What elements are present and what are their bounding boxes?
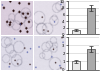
- Bar: [87, 8, 95, 34]
- Bar: [72, 30, 80, 34]
- Bar: [72, 61, 80, 70]
- Bar: [87, 49, 95, 70]
